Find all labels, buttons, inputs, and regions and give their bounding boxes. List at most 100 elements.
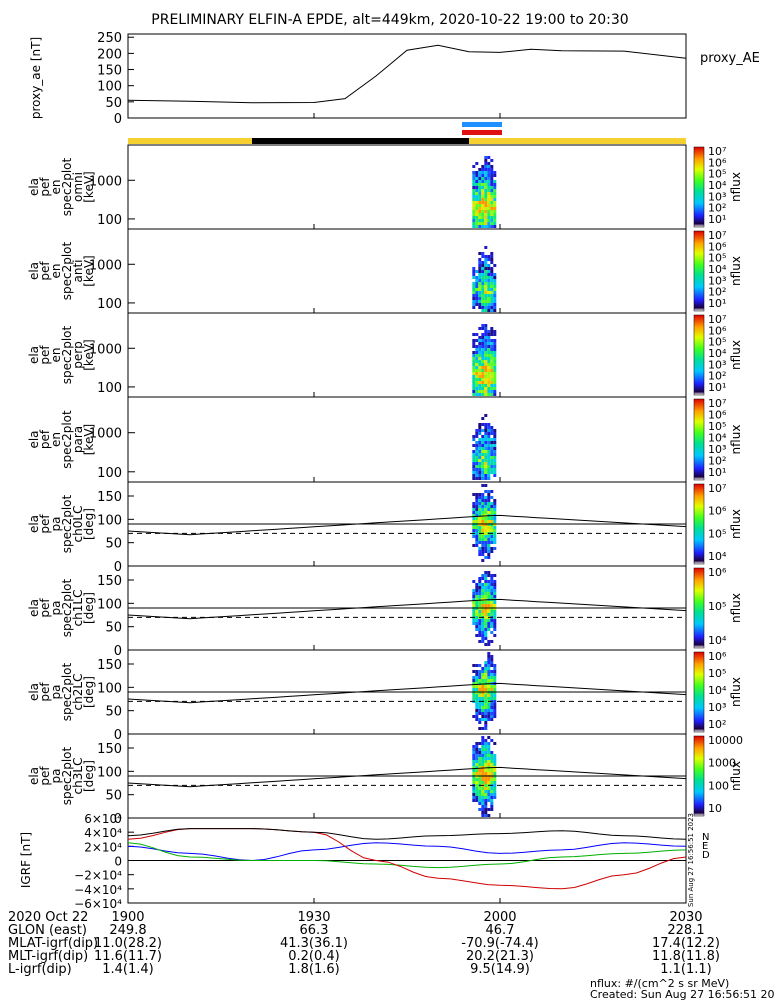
- heatmap-cell-para: [481, 468, 484, 471]
- heatmap-cell-ch1LC: [493, 619, 496, 622]
- heatmap-cell-ch2LC: [481, 718, 484, 721]
- heatmap-cell-ch1LC: [481, 601, 484, 604]
- heatmap-cell-ch0LC: [490, 526, 493, 529]
- heatmap-cell-omni: [475, 180, 478, 183]
- heatmap-cell-ch2LC: [490, 679, 493, 682]
- colorbar-label-perp: nflux: [729, 340, 743, 370]
- heatmap-cell-para: [484, 447, 487, 450]
- heatmap-cell-ch0LC: [490, 490, 493, 493]
- heatmap-cell-perp: [484, 366, 487, 369]
- heatmap-cell-omni: [484, 189, 487, 192]
- heatmap-cell-para: [493, 468, 496, 471]
- heatmap-cell-ch2LC: [475, 718, 478, 721]
- heatmap-cell-ch1LC: [490, 604, 493, 607]
- ylabel-perp: [keV]: [82, 339, 96, 370]
- heatmap-cell-ch1LC: [487, 595, 490, 598]
- heatmap-cell-ch0LC: [493, 508, 496, 511]
- heatmap-cell-ch3LC: [487, 778, 490, 781]
- heatmap-cell-anti: [484, 264, 487, 267]
- heatmap-cell-ch1LC: [475, 613, 478, 616]
- heatmap-cell-omni: [475, 192, 478, 195]
- heatmap-cell-perp: [493, 330, 496, 333]
- heatmap-cell-ch2LC: [472, 664, 475, 667]
- heatmap-cell-perp: [493, 363, 496, 366]
- heatmap-cell-ch2LC: [478, 670, 481, 673]
- heatmap-cell-ch2LC: [478, 706, 481, 709]
- heatmap-cell-para: [481, 477, 484, 480]
- ytick-label-ch0LC: 0: [114, 560, 122, 575]
- heatmap-cell-omni: [481, 216, 484, 219]
- heatmap-cell-para: [475, 435, 478, 438]
- heatmap-cell-ch1LC: [487, 586, 490, 589]
- heatmap-cell-para: [481, 465, 484, 468]
- heatmap-cell-ch1LC: [487, 625, 490, 628]
- heatmap-cell-omni: [472, 192, 475, 195]
- heatmap-cell-para: [490, 426, 493, 429]
- heatmap-cell-omni: [487, 198, 490, 201]
- heatmap-cell-ch2LC: [493, 688, 496, 691]
- heatmap-cell-ch1LC: [481, 637, 484, 640]
- heatmap-cell-para: [475, 462, 478, 465]
- heatmap-cell-para: [481, 456, 484, 459]
- heatmap-cell-ch2LC: [484, 712, 487, 715]
- heatmap-cell-ch3LC: [490, 778, 493, 781]
- heatmap-cell-ch0LC: [487, 499, 490, 502]
- heatmap-cell-omni: [490, 204, 493, 207]
- heatmap-cell-anti: [472, 306, 475, 309]
- heatmap-cell-ch3LC: [487, 790, 490, 793]
- heatmap-cell-omni: [475, 225, 478, 228]
- heatmap-cell-ch0LC: [478, 547, 481, 550]
- heatmap-cell-omni: [478, 198, 481, 201]
- heatmap-cell-perp: [478, 336, 481, 339]
- heatmap-cell-omni: [481, 165, 484, 168]
- heatmap-cell-omni: [472, 180, 475, 183]
- heatmap-cell-omni: [484, 174, 487, 177]
- heatmap-cell-perp: [484, 372, 487, 375]
- heatmap-cell-ch2LC: [484, 688, 487, 691]
- heatmap-cell-perp: [487, 345, 490, 348]
- heatmap-cell-anti: [484, 285, 487, 288]
- heatmap-cell-ch0LC: [481, 499, 484, 502]
- heatmap-cell-ch0LC: [472, 520, 475, 523]
- heatmap-cell-ch2LC: [475, 709, 478, 712]
- ytick-label-perp: 100: [97, 381, 122, 396]
- heatmap-cell-omni: [472, 219, 475, 222]
- heatmap-cell-perp: [472, 372, 475, 375]
- heatmap-cell-perp: [472, 354, 475, 357]
- figure-title: PRELIMINARY ELFIN-A EPDE, alt=449km, 202…: [151, 12, 628, 28]
- heatmap-cell-perp: [475, 393, 478, 396]
- heatmap-cell-ch2LC: [475, 688, 478, 691]
- heatmap-cell-ch3LC: [481, 742, 484, 745]
- heatmap-cell-omni: [490, 180, 493, 183]
- heatmap-cell-para: [484, 474, 487, 477]
- heatmap-cell-ch3LC: [484, 808, 487, 811]
- heatmap-cell-ch3LC: [493, 790, 496, 793]
- heatmap-cell-anti: [490, 288, 493, 291]
- ytick-label-ch0LC: 150: [97, 490, 122, 505]
- heatmap-cell-anti: [484, 297, 487, 300]
- colorbar-ch3LC: [694, 736, 704, 816]
- heatmap-cell-ch0LC: [475, 544, 478, 547]
- heatmap-cell-ch2LC: [475, 715, 478, 718]
- heatmap-cell-ch3LC: [475, 787, 478, 790]
- heatmap-cell-ch3LC: [484, 781, 487, 784]
- heatmap-cell-perp: [493, 393, 496, 396]
- heatmap-cell-perp: [490, 339, 493, 342]
- heatmap-cell-perp: [481, 393, 484, 396]
- heatmap-cell-perp: [487, 360, 490, 363]
- heatmap-cell-para: [478, 456, 481, 459]
- heatmap-cell-omni: [487, 207, 490, 210]
- heatmap-cell-omni: [472, 216, 475, 219]
- series-line-proxy-ae: [128, 45, 686, 103]
- ytick-label-proxy-ae: 200: [97, 47, 122, 62]
- heatmap-cell-para: [472, 465, 475, 468]
- heatmap-cell-anti: [493, 273, 496, 276]
- heatmap-cell-ch1LC: [478, 601, 481, 604]
- heatmap-cell-ch0LC: [481, 529, 484, 532]
- heatmap-cell-omni: [487, 216, 490, 219]
- heatmap-cell-ch2LC: [487, 688, 490, 691]
- heatmap-cell-ch2LC: [484, 694, 487, 697]
- heatmap-cell-anti: [481, 303, 484, 306]
- heatmap-cell-ch1LC: [487, 571, 490, 574]
- ytick-label-ch2LC: 100: [97, 681, 122, 696]
